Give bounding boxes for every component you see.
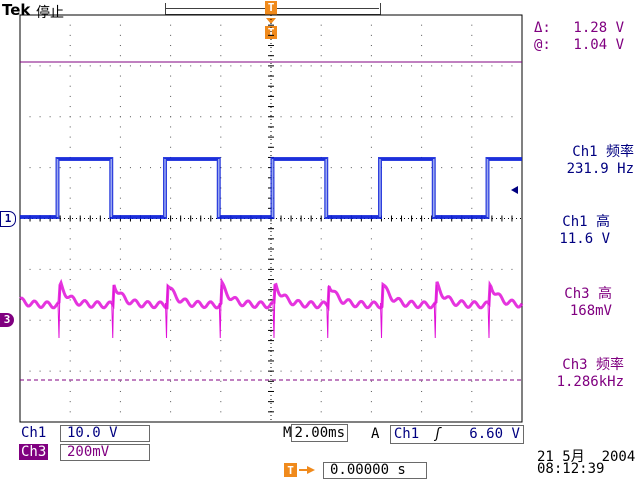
cursor-at-value: 1.04 V	[573, 37, 624, 53]
measurement-ch1-high: Ch1 高 11.6 V	[530, 211, 610, 247]
date-readout: 21 5月 2004	[537, 449, 636, 465]
ch1-ground-marker-icon[interactable]: 1	[0, 211, 16, 227]
measurement-value: 11.6 V	[559, 231, 610, 247]
trigger-offset-value[interactable]: 0.00000 s	[323, 462, 427, 479]
cursor-at: @: 1.04 V	[534, 37, 638, 53]
measurement-ch3-frequency: Ch3 频率 1.286kHz	[530, 354, 624, 390]
waveform-traces	[19, 61, 524, 381]
measurement-value: 231.9 Hz	[566, 161, 634, 177]
timebase-prefix: M	[283, 425, 292, 441]
cursor-delta-value: 1.28 V	[573, 20, 624, 36]
measurement-ch3-high: Ch3 高 168mV	[530, 283, 612, 319]
trigger-box: Ch1 ʃ 6.60 V	[389, 425, 524, 444]
ch3-scale[interactable]: 200mV	[60, 444, 150, 461]
cursor-delta-label: Δ:	[534, 20, 551, 36]
measurement-value: 168mV	[569, 303, 612, 319]
trigger-level: 6.60 V	[469, 426, 520, 442]
ch3-ground-marker-icon[interactable]: 3	[0, 313, 14, 327]
timebase-value: 2.00ms	[291, 424, 349, 442]
measurement-label: Ch1 频率	[572, 144, 634, 160]
trigger-position-marker-icon: T	[265, 1, 277, 15]
cursor-at-label: @:	[534, 37, 551, 53]
measurement-ch1-frequency: Ch1 频率 231.9 Hz	[530, 141, 634, 177]
measurement-label: Ch1 高	[562, 214, 610, 230]
ch3-label[interactable]: Ch3	[19, 444, 49, 460]
slope-rising-icon: ʃ	[433, 426, 443, 442]
trigger-mode: A	[371, 426, 380, 442]
trigger-offset-icon-label: T	[287, 464, 294, 477]
trigger-readout[interactable]: A Ch1 ʃ 6.60 V	[371, 425, 524, 444]
measurement-label: Ch3 高	[564, 286, 612, 302]
timebase-readout[interactable]: M 2.00ms	[283, 424, 349, 442]
trigger-marker-label: T	[268, 26, 275, 39]
trigger-level-arrow-icon	[511, 180, 521, 194]
ch1-scale[interactable]: 10.0 V	[60, 425, 150, 442]
cursor-delta: Δ: 1.28 V	[534, 20, 638, 36]
measurement-value: 1.286kHz	[556, 374, 624, 390]
run-status: 停止	[36, 5, 64, 21]
trigger-offset-icon: T	[284, 462, 320, 478]
trigger-source: Ch1	[393, 426, 420, 442]
time-readout: 08:12:39	[537, 461, 605, 477]
ch1-label[interactable]: Ch1	[19, 425, 49, 441]
measurement-label: Ch3 频率	[562, 357, 624, 373]
